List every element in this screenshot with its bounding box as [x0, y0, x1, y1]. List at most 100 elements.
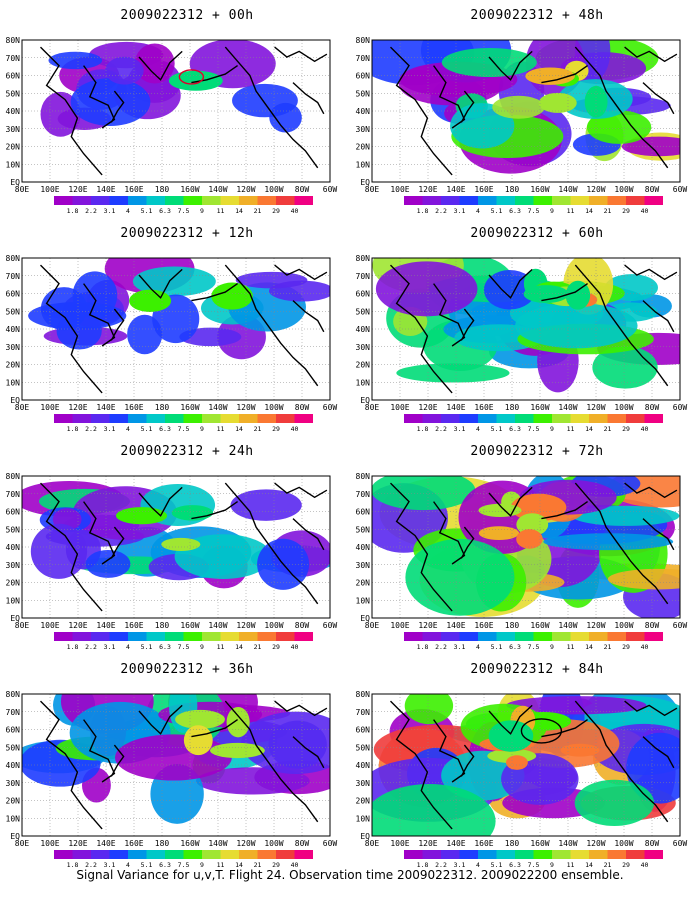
legend-level-label: 3.1	[454, 425, 466, 433]
legend-level-label: 7.5	[528, 207, 540, 215]
legend-swatch	[589, 850, 608, 859]
legend-swatch	[607, 414, 626, 423]
legend-level-label: 21	[604, 643, 612, 651]
lat-tick-label: 80N	[6, 254, 21, 263]
legend-level-label: 1.8	[417, 861, 429, 869]
lon-tick-label: 60W	[673, 621, 688, 630]
legend-level-label: 5.1	[491, 861, 503, 869]
lon-tick-label: 180	[505, 403, 520, 412]
lon-tick-label: 160E	[124, 839, 143, 848]
legend-swatch	[570, 632, 589, 641]
legend-level-label: 21	[254, 643, 262, 651]
legend-level-label: 11	[217, 861, 225, 869]
legend-level-label: 6.3	[509, 207, 521, 215]
legend-level-label: 11	[567, 207, 575, 215]
lat-tick-label: 70N	[6, 272, 21, 281]
coastlines	[40, 46, 328, 176]
coastlines	[40, 700, 328, 830]
legend-swatch	[276, 196, 295, 205]
lon-tick-label: 80W	[295, 403, 310, 412]
coastlines	[390, 264, 678, 394]
legend-level-label: 14	[235, 207, 243, 215]
legend-swatch	[515, 196, 534, 205]
legend-level-label: 14	[585, 425, 593, 433]
lat-tick-label: 70N	[356, 54, 371, 63]
legend-swatch	[294, 632, 313, 641]
lat-tick-label: 20N	[356, 361, 371, 370]
legend-level-label: 5.1	[491, 643, 503, 651]
legend-swatch	[496, 850, 515, 859]
lon-tick-label: 100E	[390, 839, 409, 848]
lon-tick-label: 180	[505, 621, 520, 630]
legend-level-label: 3.1	[454, 643, 466, 651]
legend-swatch	[54, 196, 73, 205]
lon-tick-label: 160W	[530, 621, 549, 630]
legend-level-label: 29	[272, 425, 280, 433]
lat-tick-label: 20N	[6, 361, 21, 370]
lat-tick-label: 60N	[356, 290, 371, 299]
legend-swatch	[441, 850, 460, 859]
panel-title: 2009022312 + 24h	[120, 444, 254, 459]
lat-tick-label: 20N	[356, 797, 371, 806]
flight-region-marker	[178, 69, 205, 85]
legend-level-label: 14	[585, 861, 593, 869]
legend-swatch	[626, 196, 645, 205]
legend-level-label: 29	[622, 861, 630, 869]
figure-caption: Signal Variance for u,v,T. Flight 24. Ob…	[76, 868, 624, 882]
legend-level-label: 1.8	[67, 425, 79, 433]
lon-tick-label: 140E	[446, 185, 465, 194]
legend-level-label: 9	[550, 861, 554, 869]
color-legend: 1.8 2.2 3.1 4 5.1 6.3 7.5 9 11 14 21 29 40	[54, 196, 313, 215]
legend-level-label: 2.2	[85, 643, 97, 651]
lon-tick-label: 160W	[180, 621, 199, 630]
legend-swatch	[239, 850, 258, 859]
lat-tick-label: 20N	[6, 579, 21, 588]
lon-tick-label: 160E	[474, 403, 493, 412]
lon-tick-label: 160W	[180, 185, 199, 194]
lon-tick-label: 100W	[614, 403, 633, 412]
legend-level-label: 21	[254, 425, 262, 433]
lon-tick-label: 80E	[365, 621, 380, 630]
legend-swatch	[607, 850, 626, 859]
lat-tick-label: 20N	[356, 143, 371, 152]
forecast-panel: 2009022312 + 24h 80N 70N 60N 50N 40N 30N 20N 10N…	[6, 444, 352, 651]
lon-tick-label: 140E	[446, 403, 465, 412]
lon-tick-label: 120W	[586, 839, 605, 848]
lon-tick-label: 80W	[295, 621, 310, 630]
color-legend: 1.8 2.2 3.1 4 5.1 6.3 7.5 9 11 14 21 29 40	[54, 632, 313, 651]
lat-tick-label: 10N	[356, 814, 371, 823]
legend-swatch	[478, 414, 497, 423]
legend-swatch	[183, 196, 202, 205]
forecast-panel: 2009022312 + 60h 80N 70N 60N 50N 40N 30N 20N 10N…	[356, 226, 700, 433]
lon-tick-label: 120E	[418, 403, 437, 412]
lon-tick-label: 180	[155, 621, 170, 630]
legend-level-label: 3.1	[104, 207, 116, 215]
lon-tick-label: 100E	[40, 621, 59, 630]
lon-tick-label: 140E	[96, 839, 115, 848]
lat-tick-label: 70N	[356, 708, 371, 717]
legend-swatch	[589, 196, 608, 205]
legend-level-label: 11	[217, 207, 225, 215]
lon-tick-label: 140W	[558, 403, 577, 412]
lat-tick-label: 30N	[6, 561, 21, 570]
legend-level-label: 7.5	[528, 643, 540, 651]
lat-tick-label: 10N	[356, 378, 371, 387]
legend-level-label: 9	[200, 207, 204, 215]
legend-level-label: 29	[272, 643, 280, 651]
legend-swatch	[644, 414, 663, 423]
legend-swatch	[570, 414, 589, 423]
lon-tick-label: 160W	[530, 185, 549, 194]
lon-tick-label: 60W	[673, 839, 688, 848]
legend-swatch	[72, 850, 91, 859]
legend-level-label: 5.1	[491, 207, 503, 215]
lon-tick-label: 140W	[208, 621, 227, 630]
legend-swatch	[109, 632, 128, 641]
lon-tick-label: 160W	[180, 839, 199, 848]
lon-tick-label: 120E	[68, 403, 87, 412]
panel-title: 2009022312 + 00h	[120, 8, 254, 23]
panel-title: 2009022312 + 84h	[470, 662, 604, 677]
legend-level-label: 4	[126, 425, 130, 433]
lon-tick-label: 120E	[68, 621, 87, 630]
lon-tick-label: 80E	[15, 185, 30, 194]
